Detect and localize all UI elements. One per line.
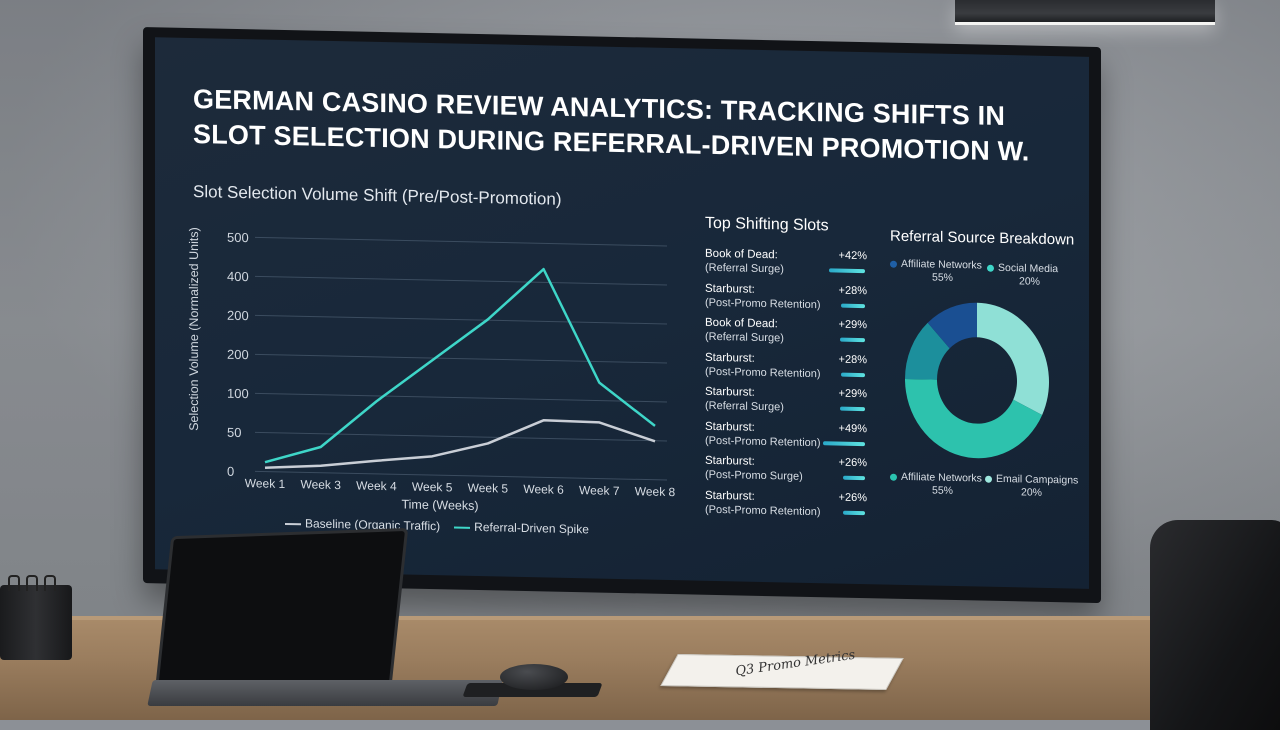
slot-change-bar: [823, 440, 865, 446]
slot-change-value: +28%: [838, 284, 867, 297]
binder-clip-icon: [8, 575, 20, 591]
slot-change-bar: [829, 268, 865, 274]
slot-item: Book of Dead: (Referral Surge) +29%: [705, 316, 885, 354]
legend-referral-swatch: [454, 526, 471, 529]
slot-change-bar: [841, 372, 865, 377]
y-tick-label: 50: [227, 425, 241, 440]
referral-series-line: [264, 267, 656, 464]
x-tick-label: Week 3: [300, 477, 341, 492]
baseline-series-line: [264, 419, 656, 470]
y-tick-label: 200: [227, 308, 249, 323]
gridline: [255, 236, 667, 247]
legend-referral-label: Referral-Driven Spike: [474, 519, 589, 537]
y-tick-label: 100: [227, 386, 249, 401]
slot-change-value: +28%: [838, 353, 867, 366]
x-tick-label: Week 6: [523, 482, 564, 497]
slot-change-bar: [840, 337, 865, 343]
x-tick-label: Week 1: [245, 476, 286, 491]
office-chair: [1150, 520, 1280, 730]
affiliate-dot-icon: [890, 473, 897, 481]
slot-change-value: +42%: [838, 249, 867, 263]
donut-slice: [905, 378, 1043, 459]
slots-list: Book of Dead: (Referral Surge) +42% Starbur…: [705, 247, 885, 527]
line-chart: 0 50 100 200 200 400 500 Week 1 Week 3 Week 4 Week…: [227, 230, 676, 513]
laptop-keyboard: [147, 680, 503, 706]
gridline: [255, 392, 667, 403]
legend-label: Social Media: [998, 261, 1059, 276]
legend-value: 20%: [1021, 486, 1043, 499]
slot-item: Starburst: (Post-Promo Retention) +28%: [705, 350, 885, 388]
gridline: [255, 314, 667, 325]
slot-change-bar: [843, 510, 865, 515]
referral-panel-title: Referral Source Breakdown: [890, 227, 1075, 249]
dashboard-screen: GERMAN CASINO REVIEW ANALYTICS: TRACKING…: [155, 37, 1089, 589]
y-tick-label: 0: [227, 464, 234, 479]
x-tick-label: Week 8: [635, 484, 676, 499]
legend-label: Email Campaigns: [996, 472, 1079, 487]
binder-clip-icon: [44, 575, 56, 591]
slot-change-bar: [840, 406, 865, 412]
referral-legend-bottom-2: Email Campaigns 20%: [985, 473, 1078, 501]
legend-label: Affiliate Networks: [901, 470, 982, 485]
referral-legend-bottom-1: Affiliate Networks 55%: [890, 471, 982, 499]
slot-item: Starburst: (Post-Promo Retention) +28%: [705, 281, 885, 319]
affiliate-dot-icon: [890, 260, 897, 268]
slot-change-bar: [843, 475, 865, 481]
y-tick-label: 400: [227, 269, 249, 284]
donut-slice: [905, 322, 950, 380]
laptop-screen: [153, 527, 409, 703]
slot-change-bar: [841, 303, 865, 308]
slot-item: Starburst: (Post-Promo Surge) +26%: [705, 454, 885, 492]
gridline: [255, 431, 667, 442]
legend-value: 55%: [932, 484, 954, 497]
slot-change-value: +29%: [838, 387, 867, 401]
legend-referral: Referral-Driven Spike: [454, 519, 589, 537]
donut-slice: [927, 302, 977, 349]
email-dot-icon: [985, 475, 992, 483]
slot-change-value: +26%: [838, 456, 867, 470]
y-tick-label: 500: [227, 230, 249, 245]
wall-monitor: GERMAN CASINO REVIEW ANALYTICS: TRACKING…: [143, 27, 1101, 604]
x-tick-label: Week 5: [412, 480, 453, 495]
mouse: [500, 664, 568, 690]
slot-item: Starburst: (Post-Promo Retention) +49%: [705, 419, 885, 457]
slot-item: Starburst: (Referral Surge) +29%: [705, 385, 885, 423]
x-axis-label: Time (Weeks): [401, 497, 478, 513]
slots-panel-title: Top Shifting Slots: [705, 214, 829, 235]
gridline: [255, 470, 667, 481]
legend-value: 20%: [1019, 275, 1041, 288]
gridline: [255, 275, 667, 286]
donut-slice: [977, 302, 1049, 415]
desk-edge: [0, 616, 1280, 622]
social-dot-icon: [987, 264, 994, 272]
slot-change-value: +26%: [838, 491, 867, 504]
binder-clip-icon: [26, 575, 38, 591]
slot-item: Book of Dead: (Referral Surge) +42%: [705, 247, 885, 285]
y-tick-label: 200: [227, 347, 249, 362]
x-tick-label: Week 4: [356, 478, 397, 493]
slot-change-value: +49%: [838, 422, 867, 435]
x-tick-label: Week 7: [579, 483, 620, 498]
donut-chart: [905, 302, 1049, 459]
legend-value: 55%: [932, 271, 954, 284]
referral-legend-top-1: Affiliate Networks 55%: [890, 258, 982, 286]
legend-label: Affiliate Networks: [901, 257, 982, 272]
x-tick-label: Week 5: [468, 481, 509, 496]
slot-change-value: +29%: [838, 318, 867, 332]
referral-legend-top-2: Social Media 20%: [987, 262, 1058, 289]
gridline: [255, 353, 667, 364]
slot-item: Starburst: (Post-Promo Retention) +26%: [705, 488, 885, 526]
ceiling-light: [955, 0, 1215, 25]
pen-cup: [0, 585, 72, 660]
legend-baseline-swatch: [285, 522, 301, 526]
